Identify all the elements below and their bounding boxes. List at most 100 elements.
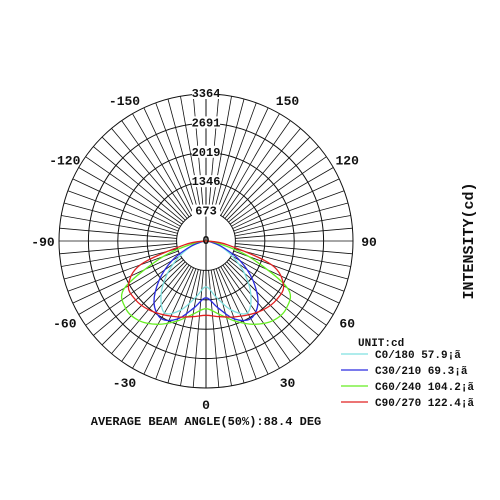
grid-spoke (228, 146, 319, 223)
legend-entry-3: C90/270 122.4¡ã (375, 398, 474, 410)
grid-spoke (67, 250, 179, 292)
y-axis-label: INTENSITY(cd) (461, 182, 478, 299)
intensity-curves (120, 240, 292, 325)
legend-entry-1: C30/210 69.3¡ã (375, 366, 468, 378)
grid-spoke (59, 227, 177, 239)
grid-spoke (132, 113, 192, 216)
grid-spoke (167, 269, 199, 384)
grid-spoke (121, 264, 190, 362)
grid-spoke (222, 264, 291, 362)
grid-spoke (167, 98, 199, 213)
grid-spoke (234, 202, 349, 234)
grid-spoke (226, 261, 311, 346)
angle-tick-label: -30 (113, 376, 137, 391)
angle-tick-label: -90 (31, 235, 55, 250)
grid-spoke (215, 268, 257, 380)
angle-tick-label: 60 (339, 317, 355, 332)
grid-spoke (222, 120, 291, 218)
grid-spoke (233, 190, 345, 232)
grid-spoke (234, 215, 351, 237)
legend-items: C0/180 57.9¡ã C30/210 69.3¡ã C60/240 104.2… (341, 350, 474, 410)
grid-spoke (101, 261, 186, 346)
angle-tick-label: -60 (53, 317, 77, 332)
grid-spoke (93, 146, 184, 223)
grid-spoke (213, 269, 245, 384)
radial-tick-label: 673 (195, 205, 217, 219)
series-curve-2 (120, 240, 292, 325)
grid-spoke (210, 269, 232, 386)
grid-spoke (67, 190, 179, 232)
grid-spoke (61, 245, 178, 267)
legend-entry-0: C0/180 57.9¡ã (375, 350, 461, 362)
grid-spoke (59, 243, 177, 255)
radial-tick-label: 2691 (192, 116, 221, 130)
grid-spoke (111, 263, 188, 354)
angle-tick-label: 30 (280, 376, 296, 391)
grid-spoke (231, 167, 334, 227)
grid-spoke (218, 107, 269, 215)
grid-spoke (78, 255, 181, 315)
series-curve-1 (153, 240, 259, 322)
series-curve-0 (160, 240, 252, 315)
grid-spoke (85, 156, 183, 225)
radial-tick-labels: 0 673 1346 2019 2691 3364 (192, 87, 221, 248)
series-curve-3 (127, 240, 285, 318)
radial-label-bg (192, 204, 220, 217)
grid-spoke (180, 96, 202, 213)
grid-spoke (93, 259, 184, 336)
grid-spoke (210, 96, 232, 213)
grid-spoke (235, 227, 353, 239)
radial-tick-label: 3364 (192, 87, 221, 101)
grid-spoke (63, 202, 178, 234)
grid-spoke (180, 269, 202, 386)
grid-spoke (232, 253, 340, 304)
grid-spoke (234, 248, 349, 280)
angle-tick-label: -120 (49, 154, 80, 169)
grid-spoke (63, 248, 178, 280)
grid-spoke (213, 98, 245, 213)
radial-label-bg (192, 87, 220, 99)
angle-tick-label: 150 (276, 94, 300, 109)
grid-spoke (155, 268, 197, 380)
average-beam-angle-label: AVERAGE BEAM ANGLE(50%):88.4 DEG (91, 415, 321, 429)
angle-tick-label: -150 (109, 94, 140, 109)
grid-spoke (215, 102, 257, 214)
radial-label-bg (192, 175, 220, 188)
angle-tick-labels: 0 30 60 90 120 150 -30 -60 -90 -120 -150 (31, 94, 377, 413)
grid-spoke (78, 167, 181, 227)
angle-tick-label: 0 (202, 398, 210, 413)
polar-grid (58, 93, 354, 389)
radial-label-bg (192, 116, 220, 129)
grid-spoke (224, 263, 301, 354)
grid-spoke (101, 136, 186, 221)
grid-spoke (220, 113, 280, 216)
grid-spoke (61, 215, 178, 237)
grid-spoke (234, 245, 351, 267)
grid-spoke (228, 259, 319, 336)
radial-tick-label: 0 (202, 234, 209, 248)
legend: UNIT:cd C0/180 57.9¡ã C30/210 69.3¡ã C60/2… (341, 338, 474, 410)
grid-spoke (155, 102, 197, 214)
grid-spoke (72, 178, 180, 229)
radial-label-bg (192, 145, 220, 158)
grid-spoke (232, 178, 340, 229)
grid-spoke (229, 156, 327, 225)
grid-spoke (143, 107, 194, 215)
grid-spoke (132, 266, 192, 369)
legend-unit-label: UNIT:cd (358, 338, 404, 350)
angle-tick-label: 120 (335, 154, 359, 169)
grid-spoke (220, 266, 280, 369)
grid-spoke (72, 253, 180, 304)
grid-spoke (233, 250, 345, 292)
angle-tick-label: 90 (361, 235, 377, 250)
legend-entry-2: C60/240 104.2¡ã (375, 382, 474, 394)
grid-spoke (111, 128, 188, 219)
grid-spoke (121, 120, 190, 218)
grid-spoke (224, 128, 301, 219)
grid-spoke (226, 136, 311, 221)
radial-tick-label: 1346 (192, 175, 221, 189)
radial-tick-label: 2019 (192, 146, 221, 160)
grid-spoke (231, 255, 334, 315)
grid-spoke (235, 243, 353, 255)
